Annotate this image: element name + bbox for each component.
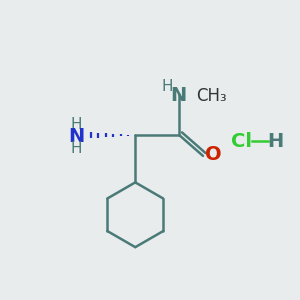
Text: H: H xyxy=(161,79,173,94)
Text: N: N xyxy=(68,127,85,146)
Text: CH₃: CH₃ xyxy=(196,86,226,104)
Text: H: H xyxy=(267,132,283,151)
Text: H: H xyxy=(70,118,82,133)
Text: O: O xyxy=(205,145,222,164)
Text: H: H xyxy=(70,141,82,156)
Text: N: N xyxy=(170,86,186,105)
Text: Cl: Cl xyxy=(231,132,252,151)
